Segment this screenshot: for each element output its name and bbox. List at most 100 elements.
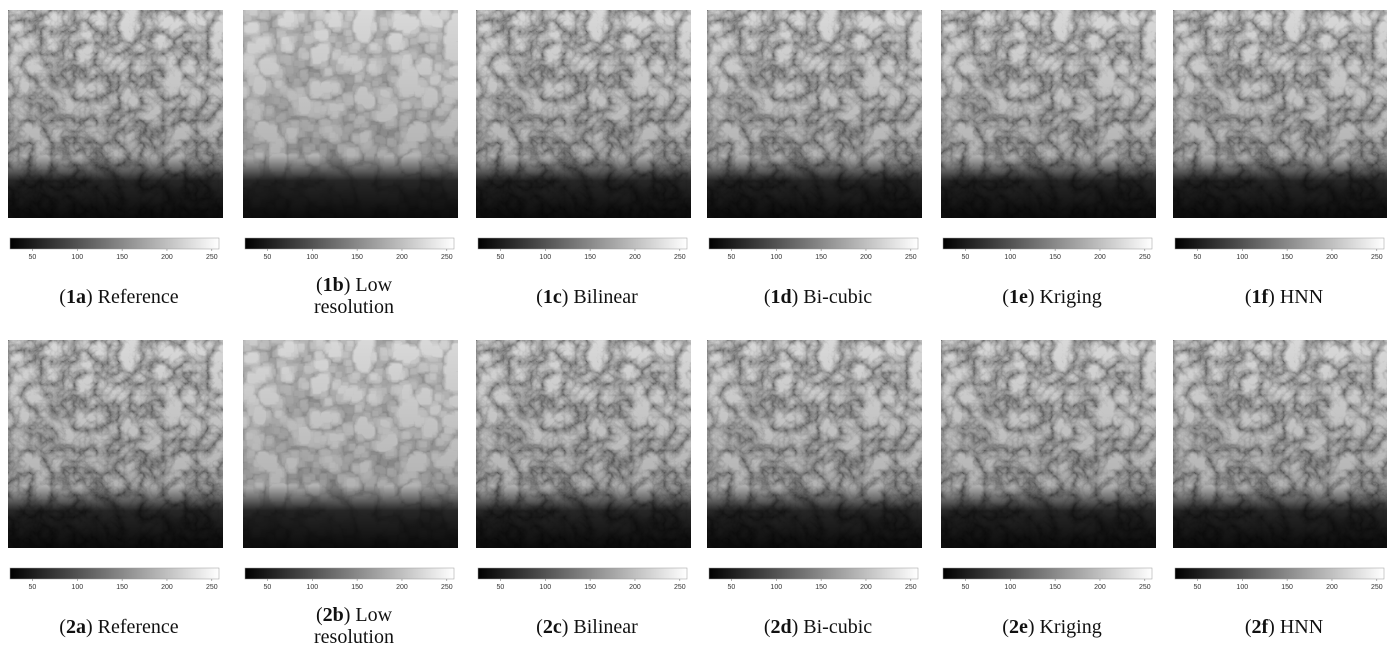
colorbar-tick-label: 250 [1371,254,1383,261]
colorbar-tick-label: 100 [306,254,318,261]
caption-open: ( [1245,616,1252,638]
caption-text: ) Bi-cubic [792,616,873,638]
caption: (1d) Bi-cubic [728,286,908,308]
terrain-shade [476,10,691,218]
colorbar-tick-label: 50 [1194,254,1202,261]
colorbar-tick-label: 150 [351,254,363,261]
colorbar-tick-label: 100 [1236,254,1248,261]
colorbar-tick-label: 200 [161,254,173,261]
colorbar-tick-label: 150 [584,254,596,261]
colorbar-tick-label: 250 [206,254,218,261]
caption-open: ( [59,286,66,308]
caption: (2e) Kriging [962,616,1142,638]
colorbar-gradient [943,238,1152,249]
caption-tag: 2b [323,604,344,626]
caption-tag: 1a [66,286,86,308]
terrain-shade [707,340,922,548]
terrain-image [8,340,223,548]
colorbar-tick-label: 100 [539,584,551,591]
colorbar-tick-label: 250 [1371,584,1383,591]
colorbar-gradient [709,568,918,579]
colorbar-gradient [478,568,687,579]
colorbar-tick-label: 200 [860,254,872,261]
terrain-image [707,340,922,548]
colorbar-tick-label: 200 [1094,584,1106,591]
caption-text: ) Kriging [1028,616,1102,638]
colorbar: 50100150200250 [707,566,922,600]
colorbar-tick-label: 100 [306,584,318,591]
caption-text: ) HNN [1268,616,1323,638]
colorbar-gradient [245,568,454,579]
colorbar-gradient [943,568,1152,579]
colorbar-gradient [10,568,219,579]
colorbar-tick-label: 250 [905,254,917,261]
terrain-shade [941,10,1156,218]
colorbar-tick-label: 100 [539,254,551,261]
caption: (1c) Bilinear [497,286,677,308]
terrain-image [941,340,1156,548]
colorbar-tick-label: 50 [728,584,736,591]
caption-tag: 2a [66,616,86,638]
panel: 50100150200250(1f) HNN [1173,10,1387,308]
colorbar-tick-label: 150 [1281,584,1293,591]
colorbar-gradient [709,238,918,249]
terrain-shade [8,340,223,548]
terrain-shade [1173,10,1387,218]
colorbar-tick-label: 250 [674,584,686,591]
terrain-image [1173,340,1387,548]
colorbar-tick-label: 200 [629,254,641,261]
colorbar-tick-label: 50 [1194,584,1202,591]
caption-text: ) Reference [86,616,179,638]
caption-tag: 1e [1009,286,1028,308]
figure: 50100150200250(1a) Reference501001502002… [0,0,1387,650]
colorbar-tick-label: 150 [1049,254,1061,261]
caption: (2c) Bilinear [497,616,677,638]
caption-tag: 2c [543,616,562,638]
colorbar-tick-label: 200 [1094,254,1106,261]
terrain-image [243,340,458,548]
colorbar-tick-label: 50 [264,254,272,261]
colorbar-tick-label: 50 [962,254,970,261]
terrain-shade [243,10,458,218]
caption-open: ( [1002,286,1009,308]
colorbar-tick-label: 200 [396,254,408,261]
colorbar-tick-label: 200 [629,584,641,591]
caption-text: ) Kriging [1028,286,1102,308]
colorbar-tick-label: 200 [396,584,408,591]
terrain-shade [476,340,691,548]
colorbar-tick-label: 50 [962,584,970,591]
colorbar: 50100150200250 [941,236,1156,270]
colorbar-gradient [10,238,219,249]
colorbar-tick-label: 250 [206,584,218,591]
caption-open: ( [316,274,323,296]
caption-tag: 2e [1009,616,1028,638]
terrain-image [243,10,458,218]
colorbar-tick-label: 250 [441,584,453,591]
caption-open: ( [764,616,771,638]
caption-open: ( [316,604,323,626]
colorbar-tick-label: 150 [1049,584,1061,591]
colorbar-tick-label: 250 [674,254,686,261]
colorbar-tick-label: 50 [264,584,272,591]
colorbar-tick-label: 250 [1139,254,1151,261]
terrain-shade [243,340,458,548]
colorbar-gradient [245,238,454,249]
panel: 50100150200250(1c) Bilinear [476,10,698,308]
caption-tag: 1d [771,286,792,308]
colorbar-tick-label: 200 [1326,584,1338,591]
caption: (1a) Reference [29,286,209,308]
terrain-image [8,10,223,218]
terrain-shade [1173,340,1387,548]
caption-text: ) Bilinear [562,616,638,638]
colorbar-tick-label: 50 [497,584,505,591]
caption-open: ( [536,286,543,308]
terrain-image [707,10,922,218]
